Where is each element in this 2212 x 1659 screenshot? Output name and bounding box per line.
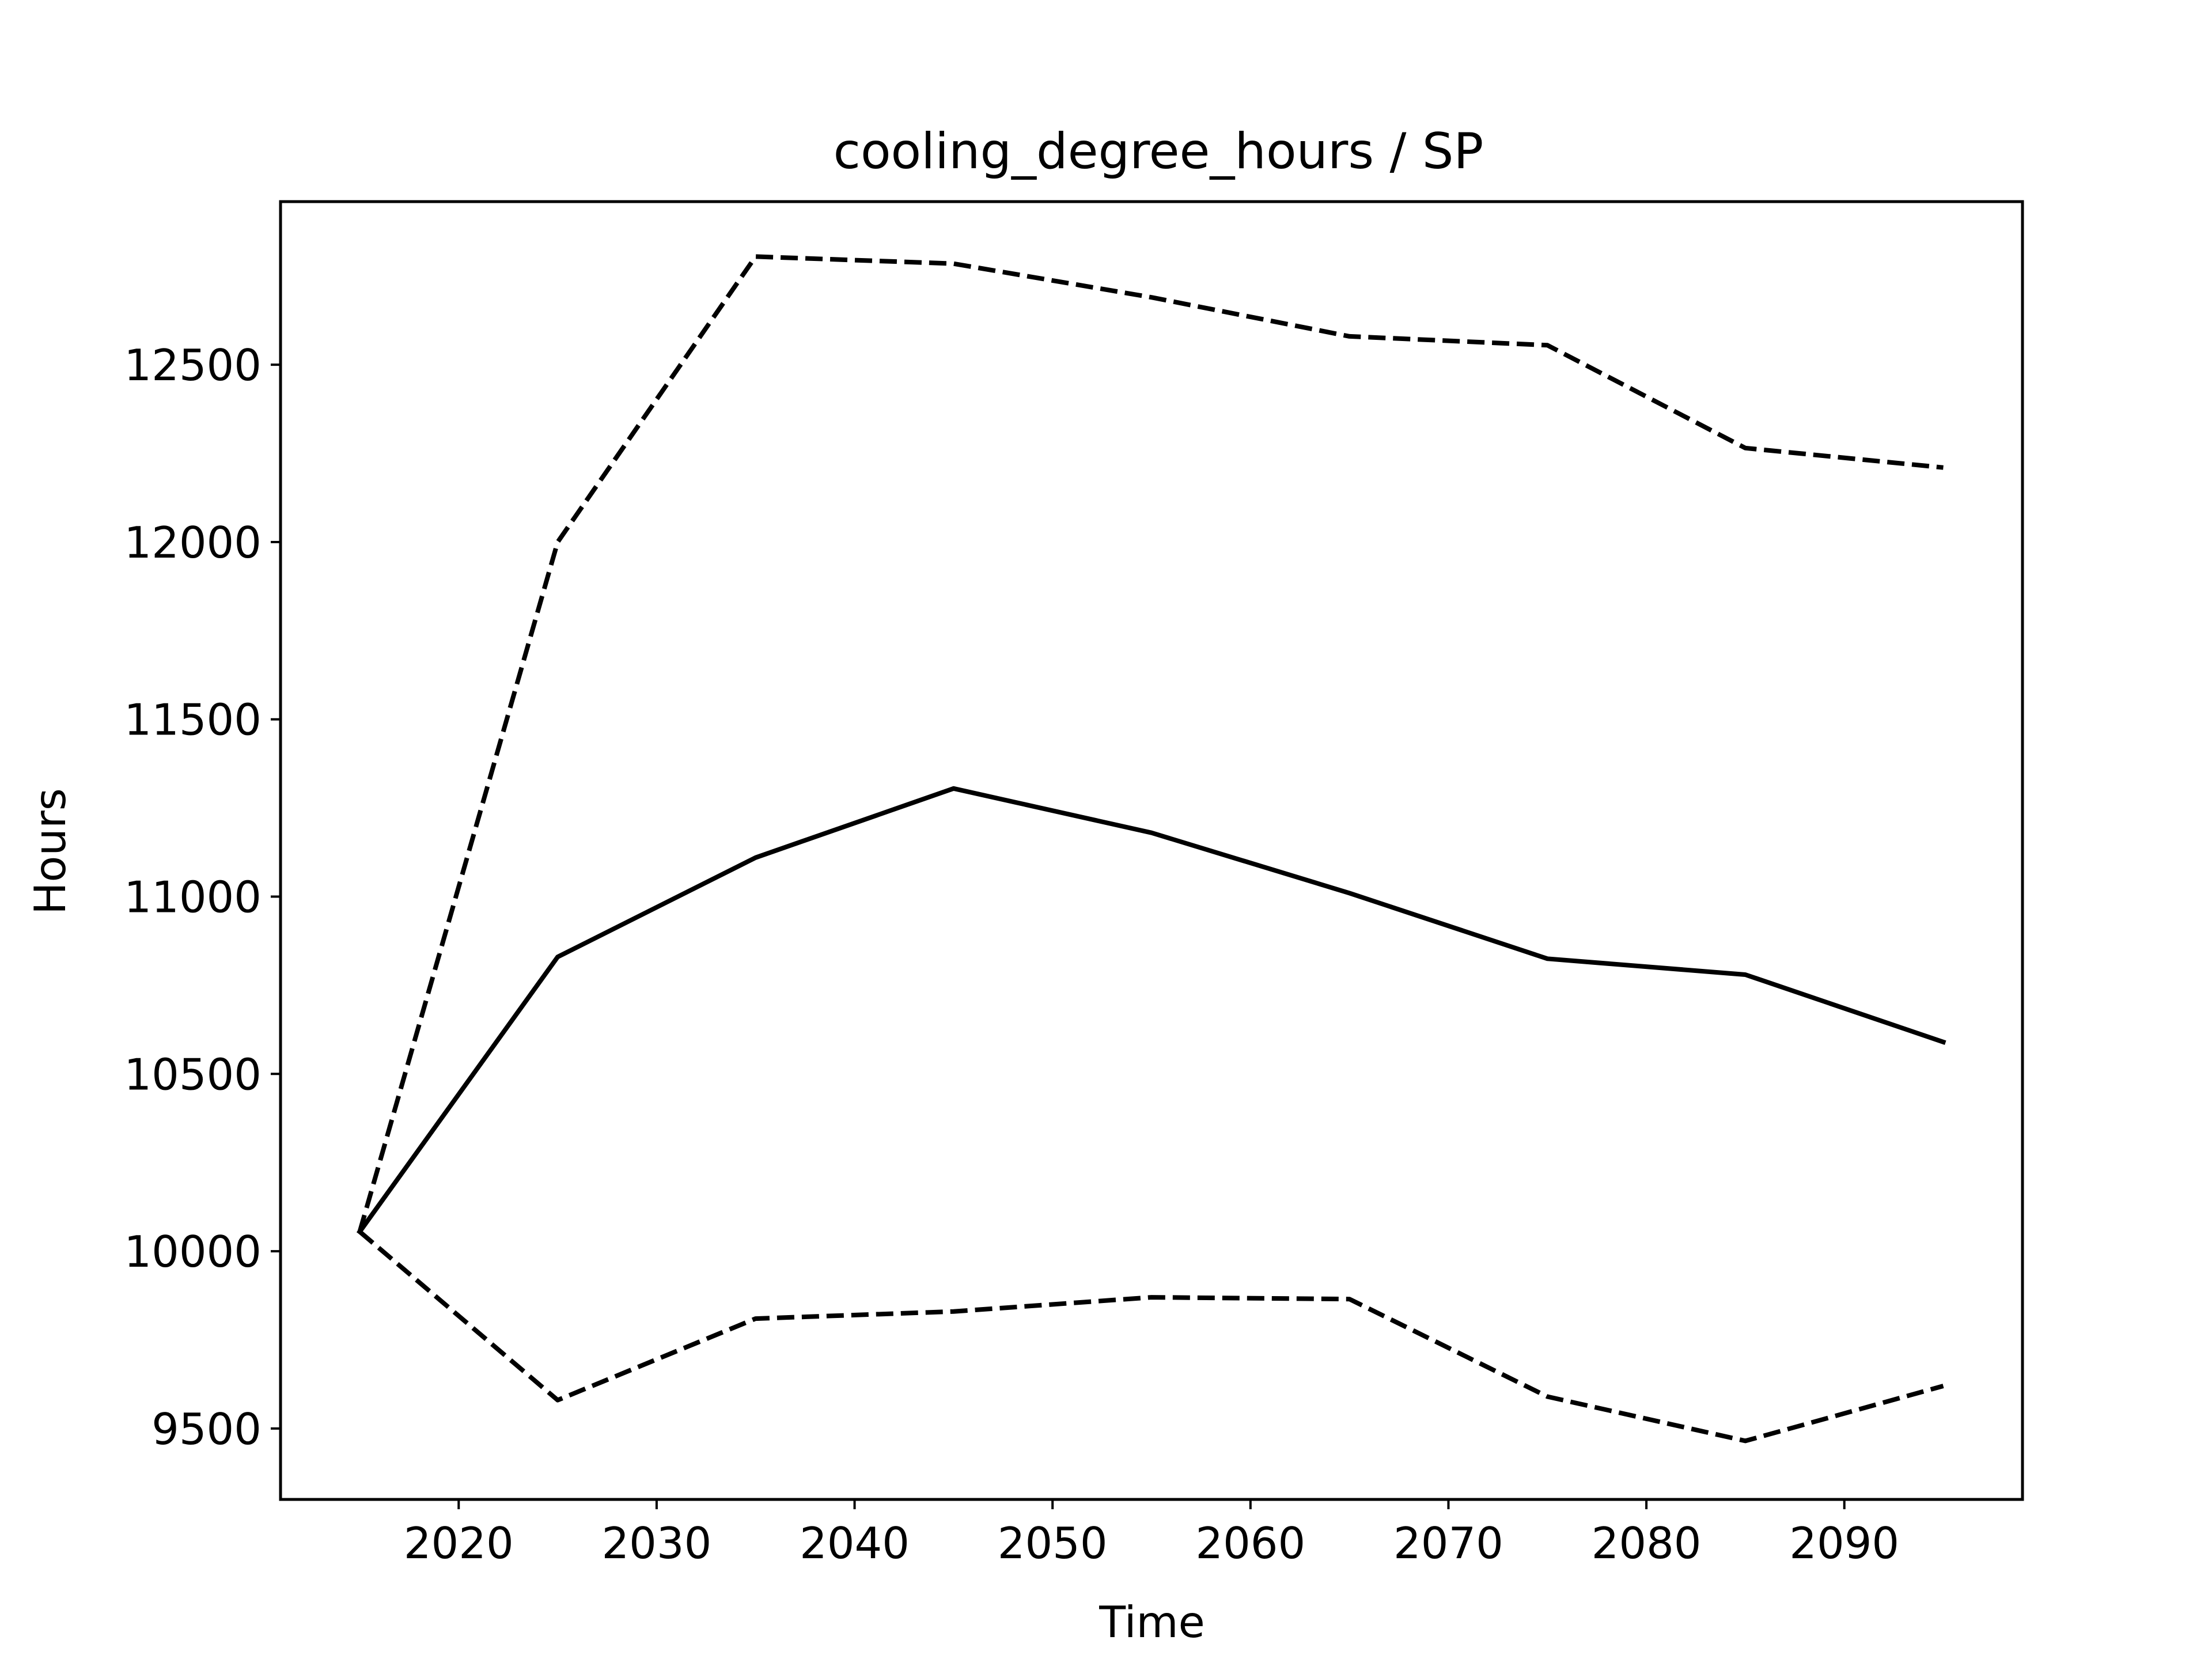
- x-tick-label: 2050: [998, 1518, 1108, 1569]
- chart-title: cooling_degree_hours / SP: [834, 123, 1484, 180]
- ticks-layer: 2020 2030 2040 2050 2060 2070 2080 2090 9500 1000…: [124, 340, 1899, 1569]
- y-tick-label: 10000: [124, 1226, 262, 1277]
- y-tick-label: 12500: [124, 340, 262, 391]
- plot-frame: [279, 200, 2024, 1501]
- y-tick-label: 9500: [151, 1404, 262, 1455]
- x-tick-label: 2040: [800, 1518, 910, 1569]
- y-tick-label: 11000: [124, 872, 262, 923]
- dashed-series-line-2: [358, 1230, 1944, 1444]
- solid-series-line-0: [356, 786, 1946, 1235]
- x-tick-label: 2060: [1195, 1518, 1305, 1569]
- x-axis-label: Time: [1099, 1597, 1205, 1647]
- x-tick-label: 2030: [601, 1518, 711, 1569]
- x-tick-label: 2070: [1393, 1518, 1503, 1569]
- y-tick-label: 11500: [124, 695, 262, 745]
- dashed-series-line-1: [357, 254, 1944, 1233]
- y-tick-label: 10500: [124, 1049, 262, 1100]
- y-tick-label: 12000: [124, 517, 262, 568]
- x-tick-label: 2020: [404, 1518, 514, 1569]
- x-tick-label: 2090: [1789, 1518, 1899, 1569]
- series-layer: [356, 254, 1946, 1444]
- x-tick-label: 2080: [1592, 1518, 1702, 1569]
- y-axis-label: Hours: [25, 788, 75, 915]
